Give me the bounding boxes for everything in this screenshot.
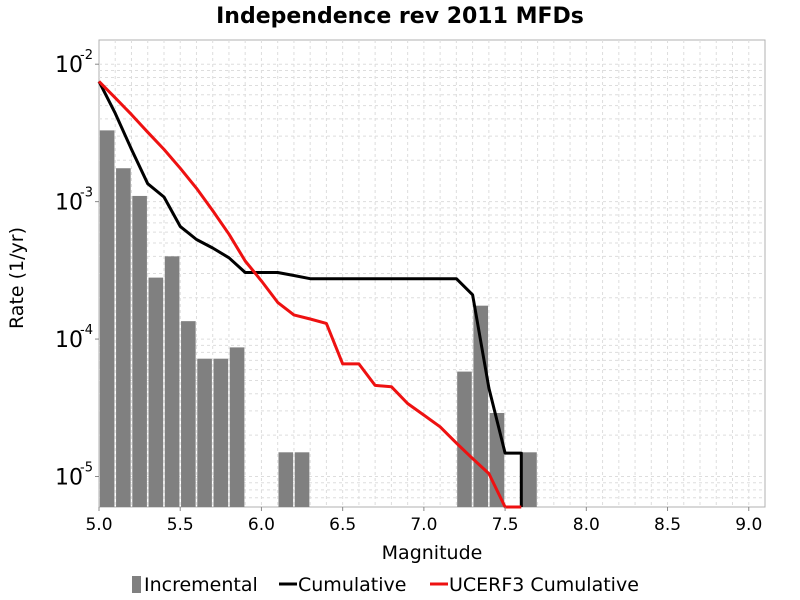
incremental-bar (181, 321, 196, 507)
x-tick-label: 9.0 (735, 515, 762, 535)
y-tick-exponent: -4 (80, 323, 93, 338)
incremental-bar (132, 195, 147, 507)
x-tick-label: 8.0 (573, 515, 600, 535)
incremental-bar (457, 371, 472, 507)
x-tick-label: 6.5 (329, 515, 356, 535)
incremental-bar (278, 452, 294, 507)
x-tick-label: 6.0 (248, 515, 275, 535)
incremental-bar (116, 168, 131, 507)
y-axis-ticks: 10-510-410-310-2 (55, 48, 99, 491)
y-tick-label: 10 (55, 191, 83, 216)
incremental-bar (197, 358, 212, 507)
x-tick-label: 8.5 (654, 515, 681, 535)
incremental-bar (164, 256, 180, 507)
x-axis-label: Magnitude (382, 542, 483, 564)
chart-title: Independence rev 2011 MFDs (216, 4, 584, 29)
incremental-bar (213, 358, 229, 507)
y-tick-exponent: -3 (80, 186, 93, 201)
x-tick-label: 7.0 (410, 515, 437, 535)
cumulative-line (97, 80, 523, 507)
y-tick-label: 10 (55, 53, 83, 78)
y-tick-label: 10 (55, 466, 83, 491)
legend-label-cumulative: Cumulative (298, 574, 406, 596)
y-tick-exponent: -5 (80, 461, 93, 476)
y-tick-exponent: -2 (80, 48, 93, 63)
legend-swatch-incremental (132, 576, 141, 593)
x-tick-label: 5.0 (85, 515, 112, 535)
incremental-bar (522, 452, 537, 507)
x-tick-label: 7.5 (492, 515, 519, 535)
legend-label-ucerf3: UCERF3 Cumulative (449, 574, 639, 596)
x-axis-ticks: 5.0 5.5 6.0 6.5 7.0 7.5 8.0 8.5 9.0 (85, 507, 762, 535)
series-lines (97, 80, 523, 509)
y-axis-label: Rate (1/yr) (6, 227, 28, 329)
legend: Incremental Cumulative UCERF3 Cumulative (132, 574, 639, 596)
ucerf3-cumulative-line (97, 80, 522, 509)
x-tick-label: 5.5 (167, 515, 194, 535)
incremental-bar (148, 277, 164, 507)
incremental-bar (294, 452, 310, 507)
incremental-bar (229, 347, 245, 507)
y-tick-label: 10 (55, 328, 83, 353)
legend-label-incremental: Incremental (144, 574, 258, 596)
incremental-bar (99, 130, 115, 507)
